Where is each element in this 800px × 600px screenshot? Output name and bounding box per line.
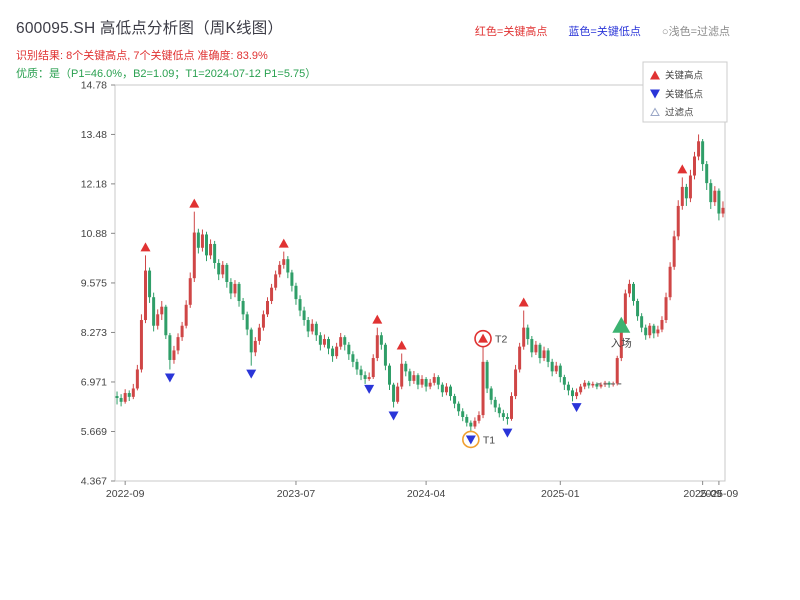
t2-circle-icon [474, 329, 492, 348]
candlestick-series [115, 134, 725, 432]
x-tick-label: 2024-04 [407, 488, 446, 500]
legend-high-triangle-icon [650, 70, 660, 80]
key-low-triangle-icon [388, 411, 399, 421]
legend-filter-triangle-icon [650, 107, 660, 116]
legend-entry-label: 关键低点 [665, 89, 704, 101]
x-tick-label: 2025-09 [700, 488, 739, 500]
y-tick-label: 8.273 [81, 327, 107, 339]
top-legend: 红色=关键高点 蓝色=关键低点 ○浅色=过滤点 [457, 23, 730, 39]
key-low-triangle-icon [164, 373, 175, 383]
key-high-triangle-icon [478, 333, 489, 343]
key-low-triangle-icon [502, 428, 513, 438]
key-low-triangle-icon [465, 435, 476, 445]
key-high-triangle-icon [396, 340, 407, 350]
key-high-triangle-icon [518, 297, 529, 307]
x-tick-label: 2025-09 [683, 488, 722, 500]
key-high-triangle-icon [278, 238, 289, 248]
t1-circle-icon [462, 430, 480, 449]
y-tick-label: 4.367 [81, 476, 107, 488]
legend-entry-label: 关键高点 [665, 70, 704, 82]
key-high-triangle-icon [140, 242, 151, 252]
y-tick-label: 14.78 [81, 80, 107, 92]
quality-assessment-text: 优质：是（P1=46.0%，B2=1.09；T1=2024-07-12 P1=5… [16, 68, 317, 80]
x-tick-label: 2025-01 [541, 488, 580, 500]
page-title: 600095.SH 高低点分析图（周K线图） [16, 20, 284, 37]
legend-entry-label: 过滤点 [665, 107, 694, 119]
legend-filter-label: ○浅色=过滤点 [661, 26, 730, 38]
x-tick-label: 2022-09 [106, 488, 145, 500]
key-high-triangle-icon [677, 164, 688, 174]
key-high-triangle-icon [189, 198, 200, 208]
entry-label: 入场 [611, 337, 632, 350]
key-high-markers [140, 164, 688, 350]
y-tick-label: 13.48 [81, 129, 107, 141]
annotations: T1 T2 入场 [462, 316, 632, 449]
axes: 14.78 13.48 12.18 10.88 9.575 8.273 6.971 5.669… [81, 80, 739, 501]
recognition-result-text: 识别结果: 8个关键高点, 7个关键低点 准确度: 83.9% [16, 50, 268, 62]
t2-label: T2 [495, 334, 507, 346]
key-high-triangle-icon [372, 314, 383, 324]
key-low-triangle-icon [246, 369, 257, 379]
key-low-triangle-icon [571, 403, 582, 413]
t1-label: T1 [483, 434, 495, 446]
legend-low-triangle-icon [650, 89, 660, 99]
y-tick-label: 6.971 [81, 376, 107, 388]
key-low-triangle-icon [364, 384, 375, 394]
legend-key-high-label: 红色=关键高点 [474, 26, 548, 38]
key-low-markers [164, 369, 582, 445]
x-tick-label: 2023-07 [277, 488, 316, 500]
y-tick-label: 9.575 [81, 277, 107, 289]
y-tick-label: 12.18 [81, 178, 107, 190]
legend-key-low-label: 蓝色=关键低点 [568, 26, 641, 38]
y-tick-label: 10.88 [81, 228, 107, 240]
y-tick-label: 5.669 [81, 426, 107, 438]
entry-triangle-icon [612, 316, 631, 333]
